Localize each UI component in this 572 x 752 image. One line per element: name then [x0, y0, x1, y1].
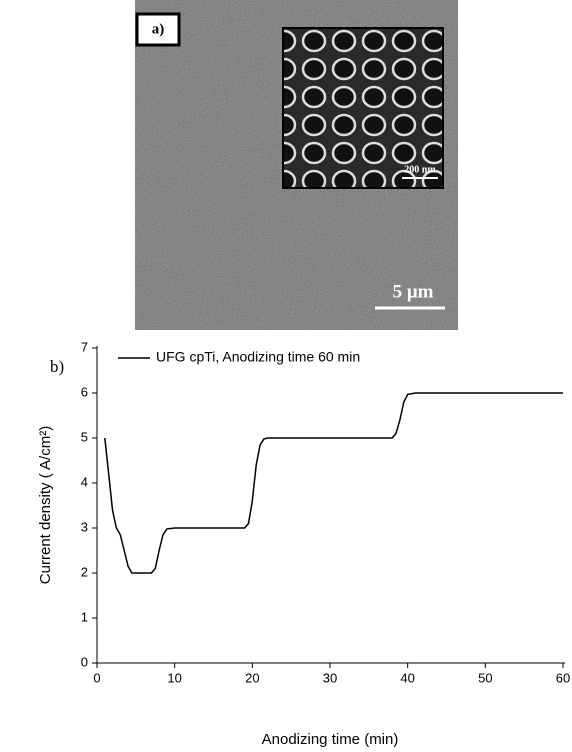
y-tick-label: 7	[81, 339, 88, 354]
x-tick-label: 50	[478, 670, 492, 685]
inset-image	[282, 27, 444, 189]
x-axis-label: Anodizing time (min)	[262, 731, 399, 747]
x-tick-label: 10	[167, 670, 181, 685]
panel-label: b)	[50, 357, 64, 376]
x-tick-label: 20	[245, 670, 259, 685]
panel-label-box	[135, 12, 181, 47]
y-tick-label: 3	[81, 519, 88, 534]
panel-label: a)	[152, 21, 165, 37]
y-tick-label: 6	[81, 384, 88, 399]
legend-label: UFG cpTi, Anodizing time 60 min	[156, 349, 360, 365]
y-tick-label: 0	[81, 654, 88, 669]
scale-label: 5 μm	[393, 281, 434, 302]
x-tick-label: 40	[400, 670, 414, 685]
y-tick-label: 2	[81, 564, 88, 579]
y-tick-label: 5	[81, 429, 88, 444]
y-tick-label: 1	[81, 609, 88, 624]
y-axis-label: Current density ( A/cm²)	[37, 426, 54, 584]
data-line	[104, 392, 563, 574]
x-tick-label: 60	[556, 670, 570, 685]
inset-scale-label: 200 nm	[404, 164, 436, 175]
y-tick-label: 4	[81, 474, 88, 489]
x-tick-label: 30	[323, 670, 337, 685]
x-tick-label: 0	[93, 670, 100, 685]
